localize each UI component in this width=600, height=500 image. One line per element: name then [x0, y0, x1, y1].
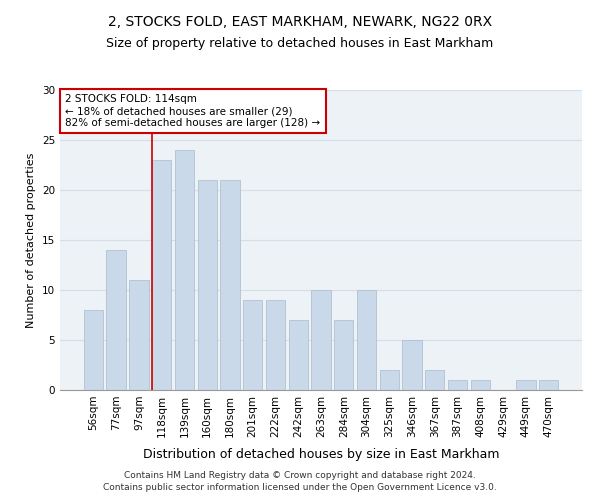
Bar: [106, 250, 126, 390]
Bar: [516, 380, 536, 390]
Bar: [289, 320, 308, 390]
Y-axis label: Number of detached properties: Number of detached properties: [26, 152, 37, 328]
Text: Contains public sector information licensed under the Open Government Licence v3: Contains public sector information licen…: [103, 484, 497, 492]
Bar: [539, 380, 558, 390]
Bar: [357, 290, 376, 390]
Bar: [380, 370, 399, 390]
Bar: [243, 300, 262, 390]
Bar: [334, 320, 353, 390]
Text: Size of property relative to detached houses in East Markham: Size of property relative to detached ho…: [106, 38, 494, 51]
Text: 2 STOCKS FOLD: 114sqm
← 18% of detached houses are smaller (29)
82% of semi-deta: 2 STOCKS FOLD: 114sqm ← 18% of detached …: [65, 94, 320, 128]
Bar: [425, 370, 445, 390]
Bar: [266, 300, 285, 390]
Bar: [470, 380, 490, 390]
Bar: [152, 160, 172, 390]
Bar: [197, 180, 217, 390]
Bar: [311, 290, 331, 390]
Bar: [448, 380, 467, 390]
Bar: [129, 280, 149, 390]
Bar: [175, 150, 194, 390]
Text: Contains HM Land Registry data © Crown copyright and database right 2024.: Contains HM Land Registry data © Crown c…: [124, 471, 476, 480]
X-axis label: Distribution of detached houses by size in East Markham: Distribution of detached houses by size …: [143, 448, 499, 461]
Bar: [84, 310, 103, 390]
Bar: [403, 340, 422, 390]
Text: 2, STOCKS FOLD, EAST MARKHAM, NEWARK, NG22 0RX: 2, STOCKS FOLD, EAST MARKHAM, NEWARK, NG…: [108, 15, 492, 29]
Bar: [220, 180, 239, 390]
